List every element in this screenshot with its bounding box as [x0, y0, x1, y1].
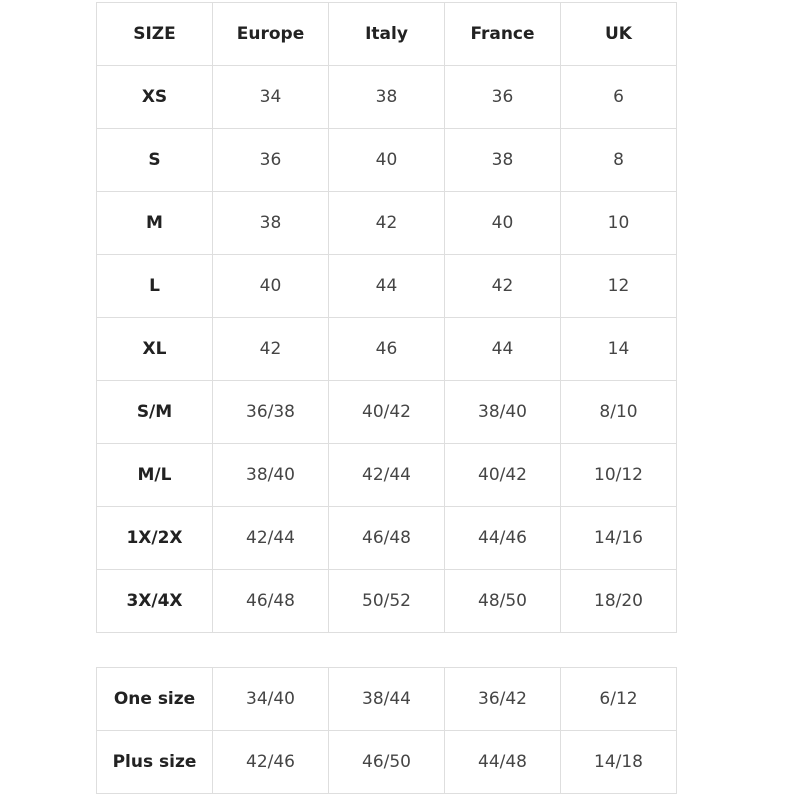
table-cell: 34/40	[212, 667, 329, 731]
table-row: XS 34 38 36 6	[96, 65, 677, 129]
row-label: 3X/4X	[96, 569, 213, 633]
row-label: One size	[96, 667, 213, 731]
table-cell: 46/48	[328, 506, 445, 570]
table-cell: 36/38	[212, 380, 329, 444]
table-cell: 14/18	[560, 730, 677, 794]
column-header: Italy	[328, 2, 445, 66]
table-cell: 38	[444, 128, 561, 192]
table-cell: 40	[212, 254, 329, 318]
table-row: XL 42 46 44 14	[96, 317, 677, 381]
table-cell: 36/42	[444, 667, 561, 731]
size-conversion-table: SIZE Europe Italy France UK XS 34 38 36 6 S 36 40 38 8…	[96, 2, 677, 633]
table-cell: 10	[560, 191, 677, 255]
table-cell: 10/12	[560, 443, 677, 507]
table-cell: 42	[328, 191, 445, 255]
table-cell: 44/46	[444, 506, 561, 570]
table-cell: 38/44	[328, 667, 445, 731]
table-cell: 44/48	[444, 730, 561, 794]
table-cell: 46/48	[212, 569, 329, 633]
row-label: L	[96, 254, 213, 318]
row-label: XL	[96, 317, 213, 381]
column-header: UK	[560, 2, 677, 66]
column-header: Europe	[212, 2, 329, 66]
row-label: S	[96, 128, 213, 192]
table-cell: 36	[212, 128, 329, 192]
table-cell: 46	[328, 317, 445, 381]
header-row: SIZE Europe Italy France UK	[96, 2, 677, 66]
table-cell: 48/50	[444, 569, 561, 633]
table-cell: 38	[328, 65, 445, 129]
table-cell: 50/52	[328, 569, 445, 633]
table-cell: 40	[328, 128, 445, 192]
table-cell: 46/50	[328, 730, 445, 794]
table-cell: 44	[328, 254, 445, 318]
table-cell: 6/12	[560, 667, 677, 731]
table-cell: 6	[560, 65, 677, 129]
table-row: 3X/4X 46/48 50/52 48/50 18/20	[96, 569, 677, 633]
table-cell: 42/44	[328, 443, 445, 507]
table-cell: 38/40	[212, 443, 329, 507]
table-cell: 40/42	[444, 443, 561, 507]
table-row: M 38 42 40 10	[96, 191, 677, 255]
table-row: L 40 44 42 12	[96, 254, 677, 318]
row-label: Plus size	[96, 730, 213, 794]
table-row: M/L 38/40 42/44 40/42 10/12	[96, 443, 677, 507]
row-label: S/M	[96, 380, 213, 444]
column-header: France	[444, 2, 561, 66]
table-cell: 14	[560, 317, 677, 381]
table-row: S/M 36/38 40/42 38/40 8/10	[96, 380, 677, 444]
table-cell: 18/20	[560, 569, 677, 633]
table-cell: 34	[212, 65, 329, 129]
table-cell: 14/16	[560, 506, 677, 570]
table-cell: 12	[560, 254, 677, 318]
row-label: M/L	[96, 443, 213, 507]
table-cell: 8/10	[560, 380, 677, 444]
table-cell: 36	[444, 65, 561, 129]
table-cell: 42/44	[212, 506, 329, 570]
table-cell: 38/40	[444, 380, 561, 444]
table-cell: 42/46	[212, 730, 329, 794]
table-cell: 42	[444, 254, 561, 318]
table-cell: 40/42	[328, 380, 445, 444]
table-cell: 40	[444, 191, 561, 255]
row-label: XS	[96, 65, 213, 129]
table-row: One size 34/40 38/44 36/42 6/12	[96, 667, 677, 731]
row-label: M	[96, 191, 213, 255]
table-cell: 42	[212, 317, 329, 381]
table-cell: 38	[212, 191, 329, 255]
table-row: Plus size 42/46 46/50 44/48 14/18	[96, 730, 677, 794]
table-cell: 8	[560, 128, 677, 192]
column-header: SIZE	[96, 2, 213, 66]
row-label: 1X/2X	[96, 506, 213, 570]
table-row: S 36 40 38 8	[96, 128, 677, 192]
special-size-table: One size 34/40 38/44 36/42 6/12 Plus size 42/4…	[96, 667, 677, 794]
table-row: 1X/2X 42/44 46/48 44/46 14/16	[96, 506, 677, 570]
table-cell: 44	[444, 317, 561, 381]
